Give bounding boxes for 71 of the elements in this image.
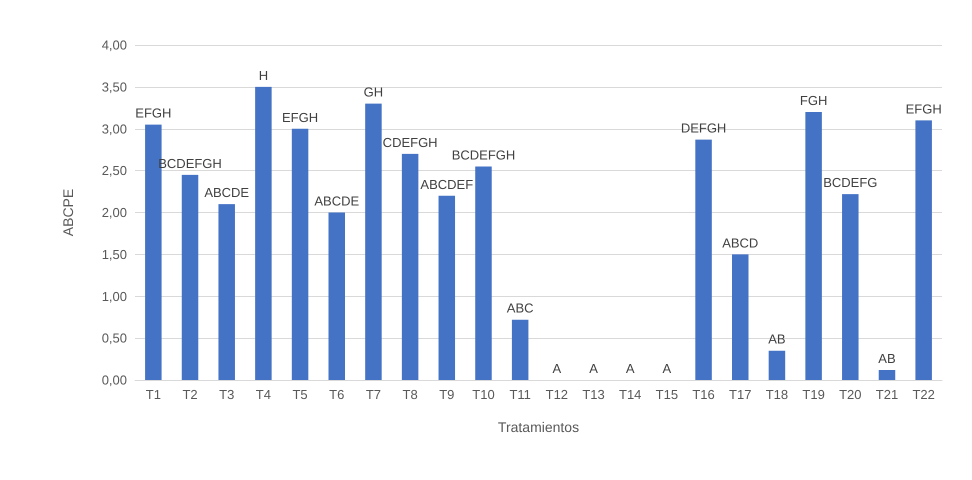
data-label: A bbox=[662, 361, 672, 376]
x-tick-label: T16 bbox=[692, 387, 715, 402]
bar bbox=[402, 154, 418, 380]
bar bbox=[218, 204, 235, 380]
x-tick-label: T2 bbox=[182, 387, 198, 402]
data-label: AB bbox=[878, 350, 896, 366]
x-axis-title: Tratamientos bbox=[498, 419, 580, 435]
bar bbox=[512, 320, 528, 380]
y-tick-label: 4,00 bbox=[102, 38, 127, 52]
data-label: GH bbox=[364, 84, 384, 100]
bar bbox=[732, 254, 749, 380]
x-tick-label: T17 bbox=[729, 387, 752, 402]
data-label: BCDEFG bbox=[823, 175, 878, 190]
x-tick-label: T4 bbox=[256, 387, 271, 402]
x-tick-label: T7 bbox=[366, 387, 382, 402]
y-tick-label: 1,00 bbox=[102, 288, 127, 304]
bar bbox=[328, 212, 346, 380]
x-tick-label: T13 bbox=[582, 387, 605, 402]
x-tick-label: T18 bbox=[766, 387, 788, 402]
x-tick-label: T3 bbox=[219, 387, 234, 402]
bar bbox=[842, 194, 859, 380]
bar bbox=[182, 174, 198, 380]
x-tick-label: T5 bbox=[292, 387, 308, 402]
bar bbox=[768, 350, 786, 380]
x-tick-label: T21 bbox=[876, 387, 898, 402]
data-label: A bbox=[589, 361, 598, 376]
data-label: ABCDEF bbox=[420, 176, 474, 192]
y-tick-label: 1,50 bbox=[102, 246, 127, 262]
data-label: CDEFGH bbox=[382, 134, 438, 150]
bar bbox=[805, 112, 822, 380]
bar bbox=[475, 166, 492, 380]
x-tick-label: T14 bbox=[619, 387, 642, 402]
bar bbox=[438, 196, 456, 380]
data-label: DEFGH bbox=[680, 120, 726, 136]
data-label: EFGH bbox=[906, 101, 942, 116]
y-tick-label: 0,00 bbox=[102, 372, 127, 388]
x-tick-label: T11 bbox=[509, 387, 531, 402]
bar bbox=[365, 104, 382, 380]
x-tick-label: T1 bbox=[146, 387, 161, 402]
y-tick-label: 0,50 bbox=[102, 330, 127, 346]
data-label: A bbox=[626, 361, 635, 376]
x-tick-label: T10 bbox=[472, 387, 495, 402]
x-tick-label: T20 bbox=[839, 387, 862, 402]
data-label: FGH bbox=[800, 93, 828, 108]
x-tick-label: T22 bbox=[912, 387, 935, 402]
data-label: ABCDE bbox=[204, 185, 250, 200]
bar bbox=[255, 86, 272, 380]
x-tick-label: T12 bbox=[546, 387, 568, 402]
data-label: ABC bbox=[506, 300, 534, 316]
y-axis-title: ABCPE bbox=[60, 188, 76, 236]
y-tick-label: 2,00 bbox=[102, 205, 127, 220]
y-tick-label: 2,50 bbox=[102, 163, 127, 178]
bar bbox=[695, 140, 712, 380]
bar bbox=[292, 128, 308, 380]
data-label: BCDEFGH bbox=[452, 147, 516, 162]
data-label: EFGH bbox=[135, 106, 172, 121]
x-tick-label: T8 bbox=[402, 387, 418, 402]
x-tick-label: T15 bbox=[656, 387, 678, 402]
y-tick-label: 3,50 bbox=[102, 79, 127, 94]
x-tick-label: T6 bbox=[329, 387, 344, 402]
data-label: ABCDE bbox=[314, 194, 360, 208]
x-tick-label: T9 bbox=[439, 387, 454, 402]
data-label: EFGH bbox=[282, 110, 318, 125]
data-label: H bbox=[258, 68, 268, 83]
data-label: AB bbox=[768, 332, 786, 347]
x-tick-label: T19 bbox=[802, 387, 825, 402]
data-label: ABCD bbox=[722, 235, 758, 250]
bar bbox=[878, 370, 896, 380]
y-tick-label: 3,00 bbox=[102, 121, 127, 136]
data-label: A bbox=[552, 361, 562, 376]
bar bbox=[915, 120, 932, 380]
